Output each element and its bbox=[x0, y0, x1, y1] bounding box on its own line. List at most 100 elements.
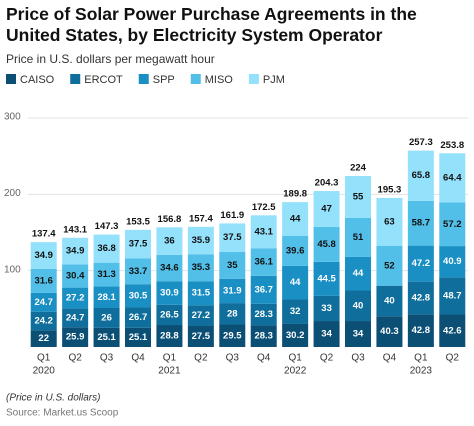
value-label: 31.6 bbox=[34, 275, 53, 286]
value-label: 58.7 bbox=[412, 218, 431, 229]
bar-segment bbox=[250, 325, 277, 347]
x-tick-label: Q1 bbox=[163, 353, 177, 364]
total-label: 224 bbox=[350, 163, 367, 174]
bar-segment bbox=[376, 285, 403, 317]
bar-segment bbox=[282, 235, 309, 266]
value-label: 34 bbox=[353, 329, 364, 340]
bar-segment bbox=[250, 248, 277, 276]
bar-segment bbox=[313, 226, 340, 262]
legend-swatch bbox=[190, 74, 201, 84]
bar-segment bbox=[376, 316, 403, 347]
bar-segment bbox=[376, 246, 403, 286]
bar-segment bbox=[187, 226, 214, 255]
bar-segment bbox=[125, 327, 151, 347]
bar-segment bbox=[62, 264, 89, 288]
x-tick-label: Q4 bbox=[257, 353, 271, 364]
value-label: 40 bbox=[384, 295, 395, 306]
bar-segment bbox=[156, 227, 183, 255]
bar-segment bbox=[156, 325, 183, 347]
value-label: 34.9 bbox=[66, 246, 85, 257]
bar-segment bbox=[156, 254, 183, 282]
value-label: 26 bbox=[101, 312, 112, 323]
value-label: 37.5 bbox=[129, 239, 148, 250]
value-label: 35.3 bbox=[192, 262, 211, 273]
footnote: (Price in U.S. dollars) bbox=[6, 393, 100, 404]
total-label: 147.3 bbox=[95, 221, 119, 232]
value-label: 25.9 bbox=[66, 332, 85, 343]
bar-segment bbox=[187, 305, 214, 327]
bar-segment bbox=[345, 176, 371, 218]
bar-segment bbox=[250, 303, 277, 326]
x-tick-label: Q2 bbox=[194, 353, 208, 364]
x-tick-label: Q3 bbox=[100, 353, 114, 364]
total-label: 204.3 bbox=[315, 178, 339, 189]
bar-segment bbox=[187, 281, 214, 306]
legend-swatch bbox=[138, 74, 149, 84]
bar-segment bbox=[30, 311, 57, 331]
bar-segment bbox=[93, 286, 120, 308]
value-label: 64.4 bbox=[443, 172, 462, 183]
value-label: 28.1 bbox=[97, 292, 116, 303]
value-label: 28.3 bbox=[254, 309, 273, 320]
bar-segment bbox=[156, 304, 183, 326]
value-label: 25.1 bbox=[129, 332, 148, 343]
x-tick-label: Q4 bbox=[383, 353, 397, 364]
value-label: 47 bbox=[321, 204, 332, 215]
bar-segment bbox=[250, 215, 277, 249]
value-label: 36.7 bbox=[254, 284, 273, 295]
bar-segment bbox=[282, 265, 309, 300]
bar-segment bbox=[439, 246, 466, 278]
x-group-label: 2023 bbox=[410, 366, 433, 377]
y-tick-label: 100 bbox=[4, 264, 21, 275]
bar-segment bbox=[313, 321, 340, 347]
value-label: 31.5 bbox=[192, 288, 211, 299]
value-label: 42.6 bbox=[443, 325, 462, 336]
bar-segment bbox=[282, 202, 309, 236]
value-label: 44 bbox=[290, 277, 301, 288]
value-label: 35 bbox=[227, 260, 238, 271]
value-label: 29.5 bbox=[223, 330, 242, 341]
value-label: 63 bbox=[384, 216, 395, 227]
bar-segment bbox=[30, 242, 57, 269]
bar-segment bbox=[125, 229, 151, 259]
value-label: 37.5 bbox=[223, 232, 242, 243]
bar-segment bbox=[30, 292, 57, 312]
value-label: 22 bbox=[38, 333, 49, 344]
bar-segment bbox=[376, 197, 403, 247]
value-label: 30.9 bbox=[160, 288, 179, 299]
legend-label: SPP bbox=[153, 74, 175, 86]
bar-segment bbox=[439, 314, 466, 347]
total-label: 172.5 bbox=[252, 202, 276, 213]
value-label: 30.4 bbox=[66, 271, 85, 282]
value-label: 52 bbox=[384, 260, 395, 271]
value-label: 44 bbox=[353, 268, 364, 279]
bar-segment bbox=[345, 256, 371, 291]
x-tick-label: Q2 bbox=[68, 353, 82, 364]
x-tick-label: Q3 bbox=[351, 353, 365, 364]
bar-segment bbox=[345, 321, 371, 347]
bar-segment bbox=[93, 307, 120, 328]
bar-segment bbox=[30, 330, 57, 347]
total-label: 253.8 bbox=[440, 140, 464, 151]
value-label: 45.8 bbox=[317, 239, 336, 250]
bar-segment bbox=[282, 299, 309, 324]
value-label: 24.2 bbox=[34, 315, 53, 326]
bar-segment bbox=[219, 278, 246, 304]
bar-segment bbox=[93, 262, 120, 287]
bar-segment bbox=[219, 324, 246, 347]
bar-segment bbox=[62, 308, 89, 328]
x-tick-label: Q1 bbox=[288, 353, 302, 364]
x-tick-label: Q4 bbox=[131, 353, 145, 364]
value-label: 36 bbox=[164, 236, 175, 247]
value-label: 34.9 bbox=[34, 250, 53, 261]
bar-segment bbox=[345, 290, 371, 322]
value-label: 26.7 bbox=[129, 312, 148, 323]
value-label: 57.2 bbox=[443, 219, 462, 230]
value-label: 65.8 bbox=[412, 170, 431, 181]
bar-segment bbox=[125, 284, 151, 308]
legend-label: ERCOT bbox=[84, 74, 123, 86]
total-label: 161.9 bbox=[220, 210, 244, 221]
value-label: 33.7 bbox=[129, 266, 148, 277]
value-label: 28.8 bbox=[160, 331, 179, 342]
